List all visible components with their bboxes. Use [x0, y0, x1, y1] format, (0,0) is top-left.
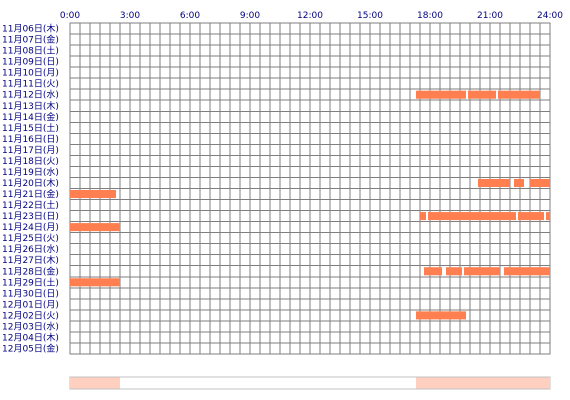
row-date-label: 12月03日(水) — [2, 320, 59, 332]
activity-bar — [514, 178, 524, 187]
activity-bar — [70, 278, 120, 287]
row-date-label: 11月08日(土) — [2, 45, 59, 57]
x-tick-label: 6:00 — [180, 11, 200, 21]
row-date-label: 11月07日(金) — [2, 34, 59, 46]
summary-segment — [416, 377, 550, 389]
activity-bar — [70, 190, 116, 199]
x-tick-label: 18:00 — [417, 11, 443, 21]
row-date-label: 11月29日(土) — [2, 276, 59, 288]
x-tick-label: 15:00 — [357, 11, 383, 21]
activity-bar — [464, 267, 500, 276]
row-date-label: 11月09日(日) — [2, 57, 59, 68]
activity-bar — [498, 90, 540, 99]
activity-bar — [424, 267, 442, 276]
row-date-label: 12月05日(金) — [2, 343, 59, 355]
row-date-label: 12月02日(火) — [2, 310, 59, 321]
x-tick-label: 24:00 — [537, 11, 563, 21]
activity-bar — [530, 178, 550, 187]
x-tick-label: 3:00 — [120, 11, 140, 21]
row-date-label: 11月28日(金) — [2, 265, 59, 277]
row-date-label: 11月23日(日) — [2, 211, 59, 222]
activity-bar — [446, 267, 462, 276]
activity-bar — [504, 267, 550, 276]
activity-bar — [468, 90, 496, 99]
activity-bar — [70, 223, 120, 232]
row-date-label: 11月11日(火) — [2, 79, 59, 90]
row-date-label: 11月18日(火) — [2, 156, 59, 167]
activity-bar — [416, 90, 466, 99]
row-date-label: 11月14日(金) — [2, 111, 59, 123]
x-tick-label: 21:00 — [477, 11, 503, 21]
row-date-label: 11月27日(木) — [2, 254, 59, 266]
row-date-label: 12月04日(木) — [2, 331, 59, 343]
activity-bar — [428, 212, 516, 221]
activity-bar — [518, 212, 544, 221]
row-date-label: 11月17日(月) — [2, 145, 59, 156]
activity-bar — [420, 212, 426, 221]
x-tick-label: 12:00 — [297, 11, 323, 21]
row-date-label: 11月26日(水) — [2, 243, 59, 255]
row-date-label: 11月25日(火) — [2, 233, 59, 244]
row-date-label: 11月24日(月) — [2, 222, 59, 233]
row-date-label: 11月06日(木) — [2, 23, 59, 35]
row-date-label: 11月16日(日) — [2, 134, 59, 145]
row-date-label: 11月21日(金) — [2, 188, 59, 200]
row-date-label: 11月12日(水) — [2, 89, 59, 101]
row-date-label: 11月20日(木) — [2, 177, 59, 189]
summary-segment — [70, 377, 120, 389]
x-tick-label: 0:00 — [60, 11, 80, 21]
activity-bar — [478, 178, 510, 187]
activity-bar — [416, 311, 466, 320]
row-date-label: 11月19日(水) — [2, 166, 59, 178]
row-date-label: 12月01日(月) — [2, 299, 59, 310]
activity-bar — [546, 212, 550, 221]
row-date-label: 11月30日(日) — [2, 288, 59, 299]
row-date-label: 11月22日(土) — [2, 199, 59, 211]
x-tick-label: 9:00 — [240, 11, 260, 21]
row-date-label: 11月10日(月) — [2, 68, 59, 79]
row-date-label: 11月13日(木) — [2, 100, 59, 112]
row-date-label: 11月15日(土) — [2, 122, 59, 134]
